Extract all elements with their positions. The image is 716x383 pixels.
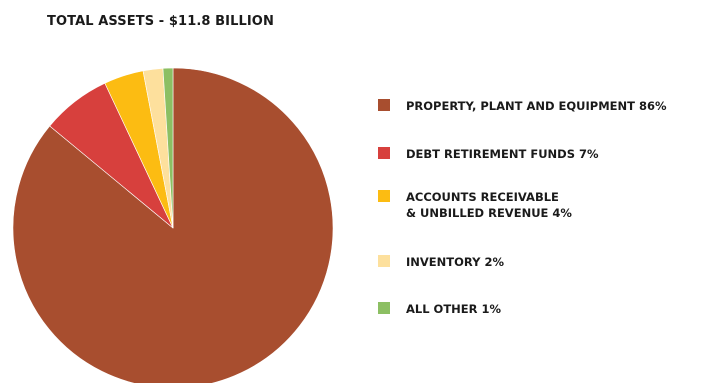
legend-label-line: DEBT RETIREMENT FUNDS 7%: [406, 147, 599, 161]
legend-swatch: [378, 255, 390, 267]
legend-label: PROPERTY, PLANT AND EQUIPMENT 86%: [406, 98, 667, 114]
legend-item: DEBT RETIREMENT FUNDS 7%: [378, 146, 599, 162]
legend-item: INVENTORY 2%: [378, 254, 504, 270]
legend-label: ACCOUNTS RECEIVABLE & UNBILLED REVENUE 4%: [406, 189, 572, 221]
legend-swatch: [378, 302, 390, 314]
legend-label: DEBT RETIREMENT FUNDS 7%: [406, 146, 599, 162]
legend-swatch: [378, 147, 390, 159]
legend-item: ALL OTHER 1%: [378, 301, 501, 317]
legend-label-line: INVENTORY 2%: [406, 255, 504, 269]
legend-item: ACCOUNTS RECEIVABLE & UNBILLED REVENUE 4%: [378, 189, 572, 221]
legend-label-line: & UNBILLED REVENUE 4%: [406, 206, 572, 220]
legend-item: PROPERTY, PLANT AND EQUIPMENT 86%: [378, 98, 667, 114]
legend-swatch: [378, 99, 390, 111]
legend-swatch: [378, 190, 390, 202]
legend-label: INVENTORY 2%: [406, 254, 504, 270]
legend-label-line: ACCOUNTS RECEIVABLE: [406, 190, 559, 204]
legend-label-line: PROPERTY, PLANT AND EQUIPMENT 86%: [406, 99, 667, 113]
pie-slice-4: [162, 67, 174, 229]
chart-title: TOTAL ASSETS - $11.8 BILLION: [47, 14, 274, 29]
legend-label: ALL OTHER 1%: [406, 301, 501, 317]
legend-label-line: ALL OTHER 1%: [406, 302, 502, 316]
